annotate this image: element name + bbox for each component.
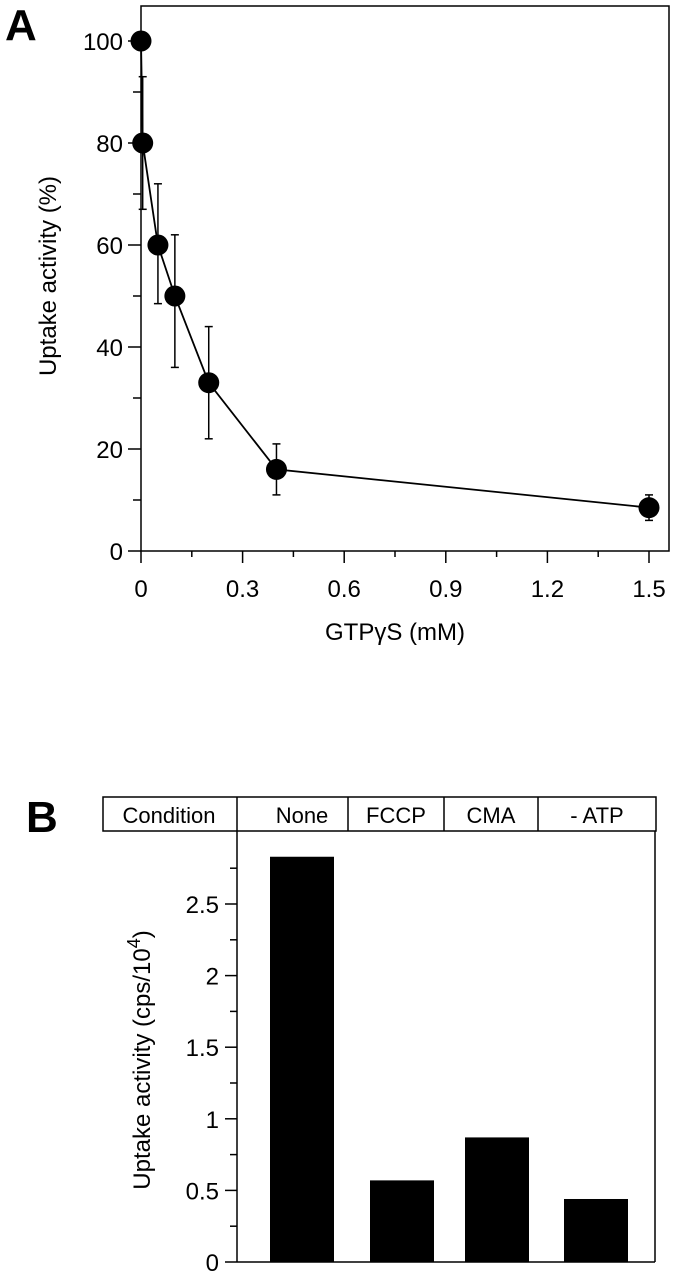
series-line	[140, 40, 650, 509]
panel-a-x-axis: 0 0.3 0.6 0.9 1.2 1.5	[134, 551, 666, 603]
panel-b-bars	[270, 856, 628, 1262]
y-tick-label: 100	[83, 29, 123, 56]
x-tick-label: 1.2	[531, 576, 564, 603]
data-point	[132, 132, 154, 154]
panel-a-y-axis-title: Uptake activity (%)	[35, 176, 62, 376]
panel-a-y-axis: 0 20 40 60 80 100	[83, 29, 141, 566]
y-tick-label: 20	[96, 437, 123, 464]
bar-fccp	[370, 1180, 434, 1262]
x-tick-label: 0.3	[226, 576, 259, 603]
bar-atp	[564, 1198, 628, 1262]
ylabel-superscript: 4	[124, 938, 144, 948]
header-cell-3: CMA	[467, 803, 516, 828]
panel-a-series	[130, 30, 660, 522]
data-point	[130, 30, 152, 52]
header-cell-4: - ATP	[570, 803, 623, 828]
data-point	[198, 372, 220, 394]
y-tick-label: 0	[110, 539, 123, 566]
x-tick-label: 0.6	[328, 576, 361, 603]
x-tick-label: 1.5	[632, 576, 665, 603]
y-tick-label: 0.5	[186, 1178, 219, 1205]
y-tick-label: 1	[206, 1107, 219, 1134]
panel-b-y-axis-title: Uptake activity (cps/104)	[124, 930, 156, 1189]
header-border	[102, 796, 657, 832]
data-point	[265, 458, 287, 480]
panel-a-chart: 0 20 40 60 80 100 0 0.3 0.6 0.9 1.2 1.5 GTPγS (mM)…	[35, 5, 670, 646]
y-tick-label: 2	[206, 964, 219, 991]
y-tick-label: 1.5	[186, 1035, 219, 1062]
y-tick-label: 60	[96, 233, 123, 260]
x-tick-label: 0.9	[429, 576, 462, 603]
ylabel-close: )	[129, 930, 156, 938]
bar-none	[270, 856, 334, 1262]
panel-a-x-axis-title: GTPγS (mM)	[325, 619, 465, 646]
header-label-condition: Condition	[123, 803, 216, 828]
data-point	[638, 497, 660, 519]
header-cell-2: FCCP	[366, 803, 426, 828]
header-cell-1: None	[276, 803, 329, 828]
y-tick-label: 40	[96, 335, 123, 362]
x-tick-label: 0	[134, 576, 147, 603]
y-tick-label: 80	[96, 131, 123, 158]
condition-header-table: Condition None FCCP CMA - ATP	[102, 796, 657, 832]
ylabel-main: Uptake activity (cps/10	[129, 948, 156, 1189]
data-point	[164, 285, 186, 307]
panel-b-chart: Condition None FCCP CMA - ATP 0 0.5 1 1.5 2 2.5 U…	[102, 796, 657, 1277]
y-tick-label: 0	[206, 1250, 219, 1277]
data-point	[147, 234, 169, 256]
panel-b-letter: B	[26, 793, 58, 842]
panel-a-letter: A	[5, 1, 37, 50]
panel-b-y-axis: 0 0.5 1 1.5 2 2.5	[186, 867, 237, 1277]
y-tick-label: 2.5	[186, 892, 219, 919]
panel-a-frame	[140, 5, 670, 552]
bar-cma	[465, 1137, 529, 1262]
